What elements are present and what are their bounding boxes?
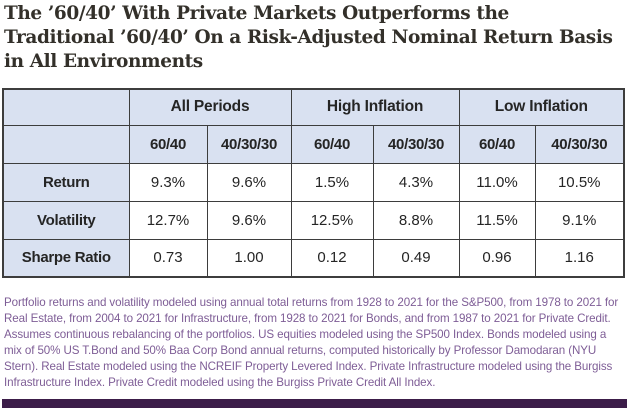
table-row-return: Return 9.3% 9.6% 1.5% 4.3% 11.0% 10.5% — [2, 162, 625, 202]
metric-value: 4.3% — [372, 162, 460, 202]
metric-value: 9.6% — [206, 200, 292, 240]
metric-value: 9.1% — [534, 200, 625, 240]
metric-value: 12.7% — [128, 200, 208, 240]
metric-label: Sharpe Ratio — [2, 238, 130, 278]
empty-header-cell — [2, 88, 130, 126]
metric-label: Volatility — [2, 200, 130, 240]
metric-label: Return — [2, 162, 130, 202]
portfolio-column-header: 40/30/30 — [206, 124, 292, 164]
metric-value: 11.5% — [458, 200, 536, 240]
metric-value: 0.49 — [372, 238, 460, 278]
metric-value: 8.8% — [372, 200, 460, 240]
portfolio-column-header: 60/40 — [128, 124, 208, 164]
page-title-line: in All Environments — [4, 51, 203, 72]
metric-value: 9.3% — [128, 162, 208, 202]
metric-value: 12.5% — [290, 200, 374, 240]
page-title: The ’60/40’ With Private Markets Outperf… — [4, 2, 629, 74]
column-group-header-all-periods: All Periods — [128, 88, 292, 126]
portfolio-column-header: 40/30/30 — [534, 124, 625, 164]
bottom-accent-bar — [2, 399, 627, 408]
methodology-footnote: Portfolio returns and volatility modeled… — [4, 296, 619, 389]
column-group-header-high-inflation: High Inflation — [290, 88, 460, 126]
table-row-sharpe-ratio: Sharpe Ratio 0.73 1.00 0.12 0.49 0.96 1.… — [2, 238, 625, 278]
metric-value: 0.96 — [458, 238, 536, 278]
column-group-header-low-inflation: Low Inflation — [458, 88, 625, 126]
page-title-line: Traditional ’60/40’ On a Risk-Adjusted N… — [4, 27, 613, 48]
empty-header-cell — [2, 124, 130, 164]
performance-table: All Periods High Inflation Low Inflation… — [2, 88, 625, 278]
metric-value: 10.5% — [534, 162, 625, 202]
metric-value: 9.6% — [206, 162, 292, 202]
metric-value: 0.73 — [128, 238, 208, 278]
portfolio-column-header: 60/40 — [290, 124, 374, 164]
portfolio-header-row: 60/40 40/30/30 60/40 40/30/30 60/40 40/3… — [2, 124, 625, 164]
metric-value: 1.16 — [534, 238, 625, 278]
page-title-line: The ’60/40’ With Private Markets Outperf… — [4, 3, 509, 24]
portfolio-column-header: 60/40 — [458, 124, 536, 164]
table-row-volatility: Volatility 12.7% 9.6% 12.5% 8.8% 11.5% 9… — [2, 200, 625, 240]
column-group-header-row: All Periods High Inflation Low Inflation — [2, 88, 625, 126]
metric-value: 11.0% — [458, 162, 536, 202]
metric-value: 1.00 — [206, 238, 292, 278]
portfolio-column-header: 40/30/30 — [372, 124, 460, 164]
metric-value: 0.12 — [290, 238, 374, 278]
metric-value: 1.5% — [290, 162, 374, 202]
